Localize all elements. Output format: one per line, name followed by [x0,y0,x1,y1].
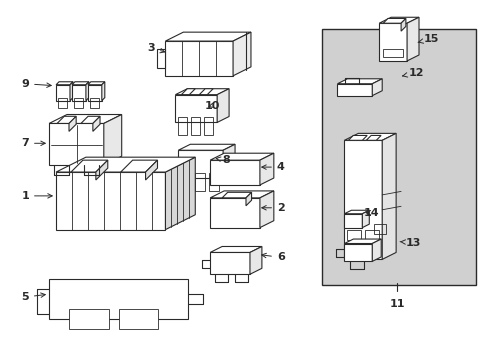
Bar [365,244,379,256]
Polygon shape [88,82,104,85]
Text: 12: 12 [402,68,423,78]
Polygon shape [165,32,250,41]
Polygon shape [344,140,382,260]
Polygon shape [165,41,233,76]
Bar [74,98,83,108]
Polygon shape [210,198,260,228]
Polygon shape [56,172,165,230]
Text: 15: 15 [417,34,438,44]
Text: 2: 2 [261,203,284,213]
Polygon shape [337,79,382,84]
Polygon shape [49,114,122,123]
Polygon shape [217,89,228,122]
Text: 6: 6 [261,252,284,262]
Polygon shape [383,18,405,23]
Bar [373,224,386,234]
Polygon shape [93,116,100,131]
Polygon shape [178,150,223,178]
Polygon shape [81,116,100,123]
Polygon shape [344,210,368,214]
Polygon shape [57,116,76,123]
Polygon shape [233,32,250,76]
Polygon shape [96,160,107,180]
Polygon shape [210,153,273,160]
Polygon shape [222,192,251,198]
Bar [204,117,213,135]
Polygon shape [379,23,406,61]
Polygon shape [72,82,89,85]
Bar [346,244,361,256]
Bar [90,98,99,108]
Bar [346,230,361,239]
Polygon shape [56,82,73,85]
Polygon shape [371,239,381,261]
Polygon shape [344,214,362,228]
Polygon shape [344,243,371,261]
Text: 9: 9 [21,79,51,89]
Polygon shape [157,49,165,68]
Text: 3: 3 [147,43,164,53]
Polygon shape [56,85,70,100]
Bar [321,29,475,285]
Text: 8: 8 [216,155,230,165]
Polygon shape [382,133,395,260]
Bar [365,230,379,239]
Polygon shape [102,82,104,100]
Polygon shape [49,123,103,165]
Text: 11: 11 [388,299,404,309]
Polygon shape [88,85,102,100]
Polygon shape [86,82,89,100]
Text: 7: 7 [21,138,45,148]
Polygon shape [175,95,217,122]
Text: 1: 1 [21,191,52,201]
Polygon shape [165,157,195,230]
Text: 4: 4 [261,162,284,172]
Bar [181,173,191,191]
Polygon shape [56,157,195,172]
Text: 10: 10 [204,100,220,111]
Bar [209,173,219,191]
Polygon shape [121,160,157,172]
Polygon shape [145,160,157,180]
Polygon shape [260,191,273,228]
Polygon shape [245,192,251,206]
Bar [195,173,205,191]
Polygon shape [344,133,395,140]
Polygon shape [70,82,73,100]
Polygon shape [181,89,195,95]
Text: 5: 5 [21,292,45,302]
Polygon shape [210,191,273,198]
Polygon shape [371,79,382,96]
Text: 14: 14 [363,208,379,218]
Text: 13: 13 [399,238,420,248]
Polygon shape [400,18,405,31]
Bar [178,117,187,135]
Polygon shape [178,144,235,150]
Polygon shape [406,17,418,61]
Polygon shape [366,135,380,140]
Bar [119,309,158,329]
Bar [383,49,402,57]
Polygon shape [379,17,418,23]
Polygon shape [71,160,107,172]
Polygon shape [347,135,366,140]
Polygon shape [249,247,262,274]
Polygon shape [210,247,262,252]
Bar [69,309,108,329]
Polygon shape [72,85,86,100]
Polygon shape [49,279,188,319]
Bar [191,117,200,135]
Bar [58,98,67,108]
Polygon shape [199,89,213,95]
Polygon shape [260,153,273,185]
Polygon shape [69,116,76,131]
Polygon shape [103,114,122,165]
Polygon shape [223,144,235,178]
Polygon shape [210,252,249,274]
Polygon shape [337,84,371,96]
Polygon shape [175,89,228,95]
Polygon shape [210,160,260,185]
Polygon shape [362,210,368,228]
Polygon shape [344,239,381,243]
